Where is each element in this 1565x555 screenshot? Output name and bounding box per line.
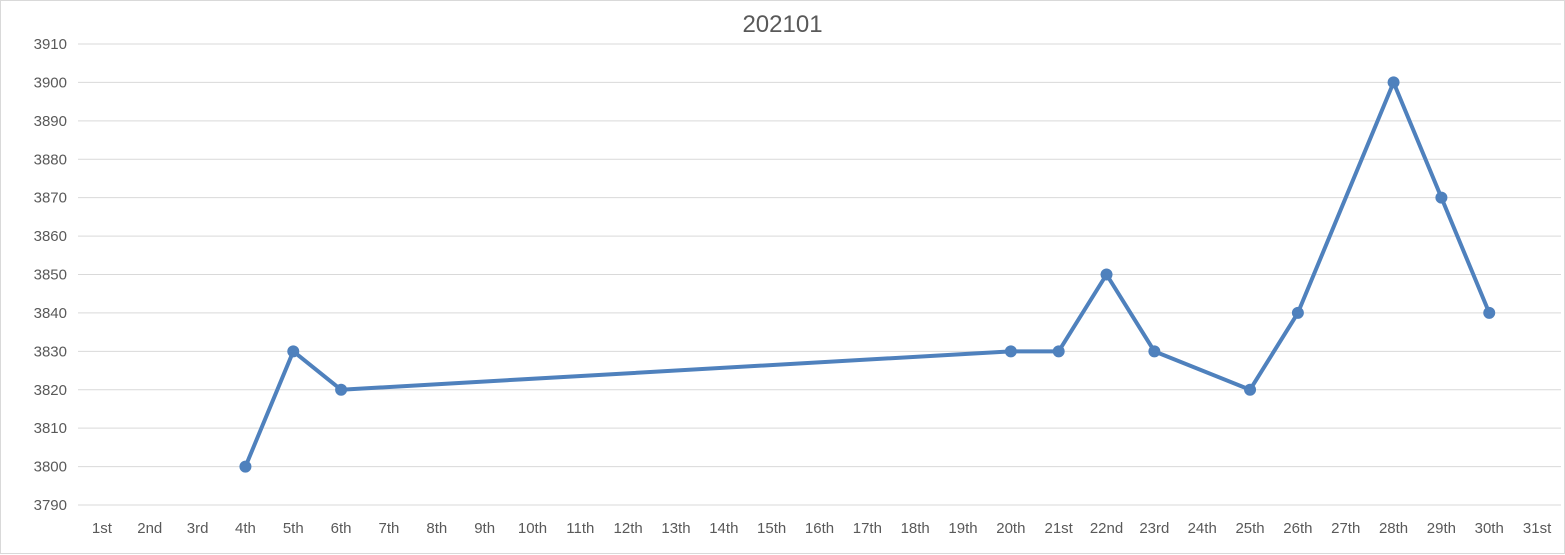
x-tick-label: 10th: [518, 520, 547, 537]
data-point-4th: [239, 460, 252, 473]
y-tick-label: 3850: [34, 267, 67, 284]
x-tick-label: 28th: [1379, 520, 1408, 537]
x-tick-label: 30th: [1475, 520, 1504, 537]
x-tick-label: 18th: [901, 520, 930, 537]
series-layer: [239, 76, 1496, 473]
x-tick-label: 21st: [1045, 520, 1074, 537]
x-tick-label: 22nd: [1090, 520, 1123, 537]
y-tick-label: 3890: [34, 113, 67, 130]
x-tick-label: 13th: [661, 520, 690, 537]
x-tick-label: 27th: [1331, 520, 1360, 537]
x-tick-label: 7th: [379, 520, 400, 537]
x-tick-label: 31st: [1523, 520, 1552, 537]
x-axis-ticks: 1st 2nd 3rd 4th 5th 6th 7th 8th 9th 10th 11th 12th 1…: [92, 520, 1552, 537]
x-tick-label: 6th: [331, 520, 352, 537]
x-tick-label: 3rd: [187, 520, 209, 537]
y-tick-label: 3800: [34, 459, 67, 476]
data-point-23rd: [1148, 345, 1161, 358]
x-tick-label: 29th: [1427, 520, 1456, 537]
chart-title: 202101: [742, 11, 823, 38]
y-tick-label: 3830: [34, 343, 67, 360]
x-tick-label: 5th: [283, 520, 304, 537]
x-tick-label: 20th: [996, 520, 1025, 537]
data-point-29th: [1435, 191, 1448, 204]
data-point-21st: [1052, 345, 1065, 358]
y-tick-label: 3860: [34, 228, 67, 245]
data-point-28th: [1387, 76, 1400, 89]
x-tick-label: 4th: [235, 520, 256, 537]
y-tick-label: 3880: [34, 151, 67, 168]
gridlines: [78, 43, 1561, 506]
x-tick-label: 9th: [474, 520, 495, 537]
x-tick-label: 12th: [614, 520, 643, 537]
data-point-5th: [287, 345, 300, 358]
y-tick-label: 3910: [34, 36, 67, 53]
y-tick-label: 3810: [34, 420, 67, 437]
x-tick-label: 14th: [709, 520, 738, 537]
x-tick-label: 25th: [1235, 520, 1264, 537]
data-point-25th: [1244, 383, 1257, 396]
x-tick-label: 23rd: [1139, 520, 1169, 537]
y-tick-label: 3870: [34, 190, 67, 207]
y-tick-label: 3820: [34, 382, 67, 399]
x-tick-label: 11th: [566, 520, 594, 537]
series-line: [243, 80, 1492, 469]
y-tick-label: 3790: [34, 497, 67, 514]
x-tick-label: 8th: [426, 520, 447, 537]
x-tick-label: 17th: [853, 520, 882, 537]
y-tick-label: 3840: [34, 305, 67, 322]
data-point-22nd: [1100, 268, 1113, 281]
x-tick-label: 15th: [757, 520, 786, 537]
x-tick-label: 16th: [805, 520, 834, 537]
x-tick-label: 26th: [1283, 520, 1312, 537]
x-tick-label: 1st: [92, 520, 113, 537]
y-axis-ticks: 3790 3800 3810 3820 3830 3840 3850 3860 3870 3880…: [34, 36, 67, 514]
x-tick-label: 2nd: [137, 520, 162, 537]
data-point-6th: [335, 383, 348, 396]
x-tick-label: 24th: [1188, 520, 1217, 537]
data-point-26th: [1291, 306, 1304, 319]
data-point-30th: [1483, 306, 1496, 319]
x-tick-label: 19th: [948, 520, 977, 537]
data-point-20th: [1004, 345, 1017, 358]
y-tick-label: 3900: [34, 74, 67, 91]
